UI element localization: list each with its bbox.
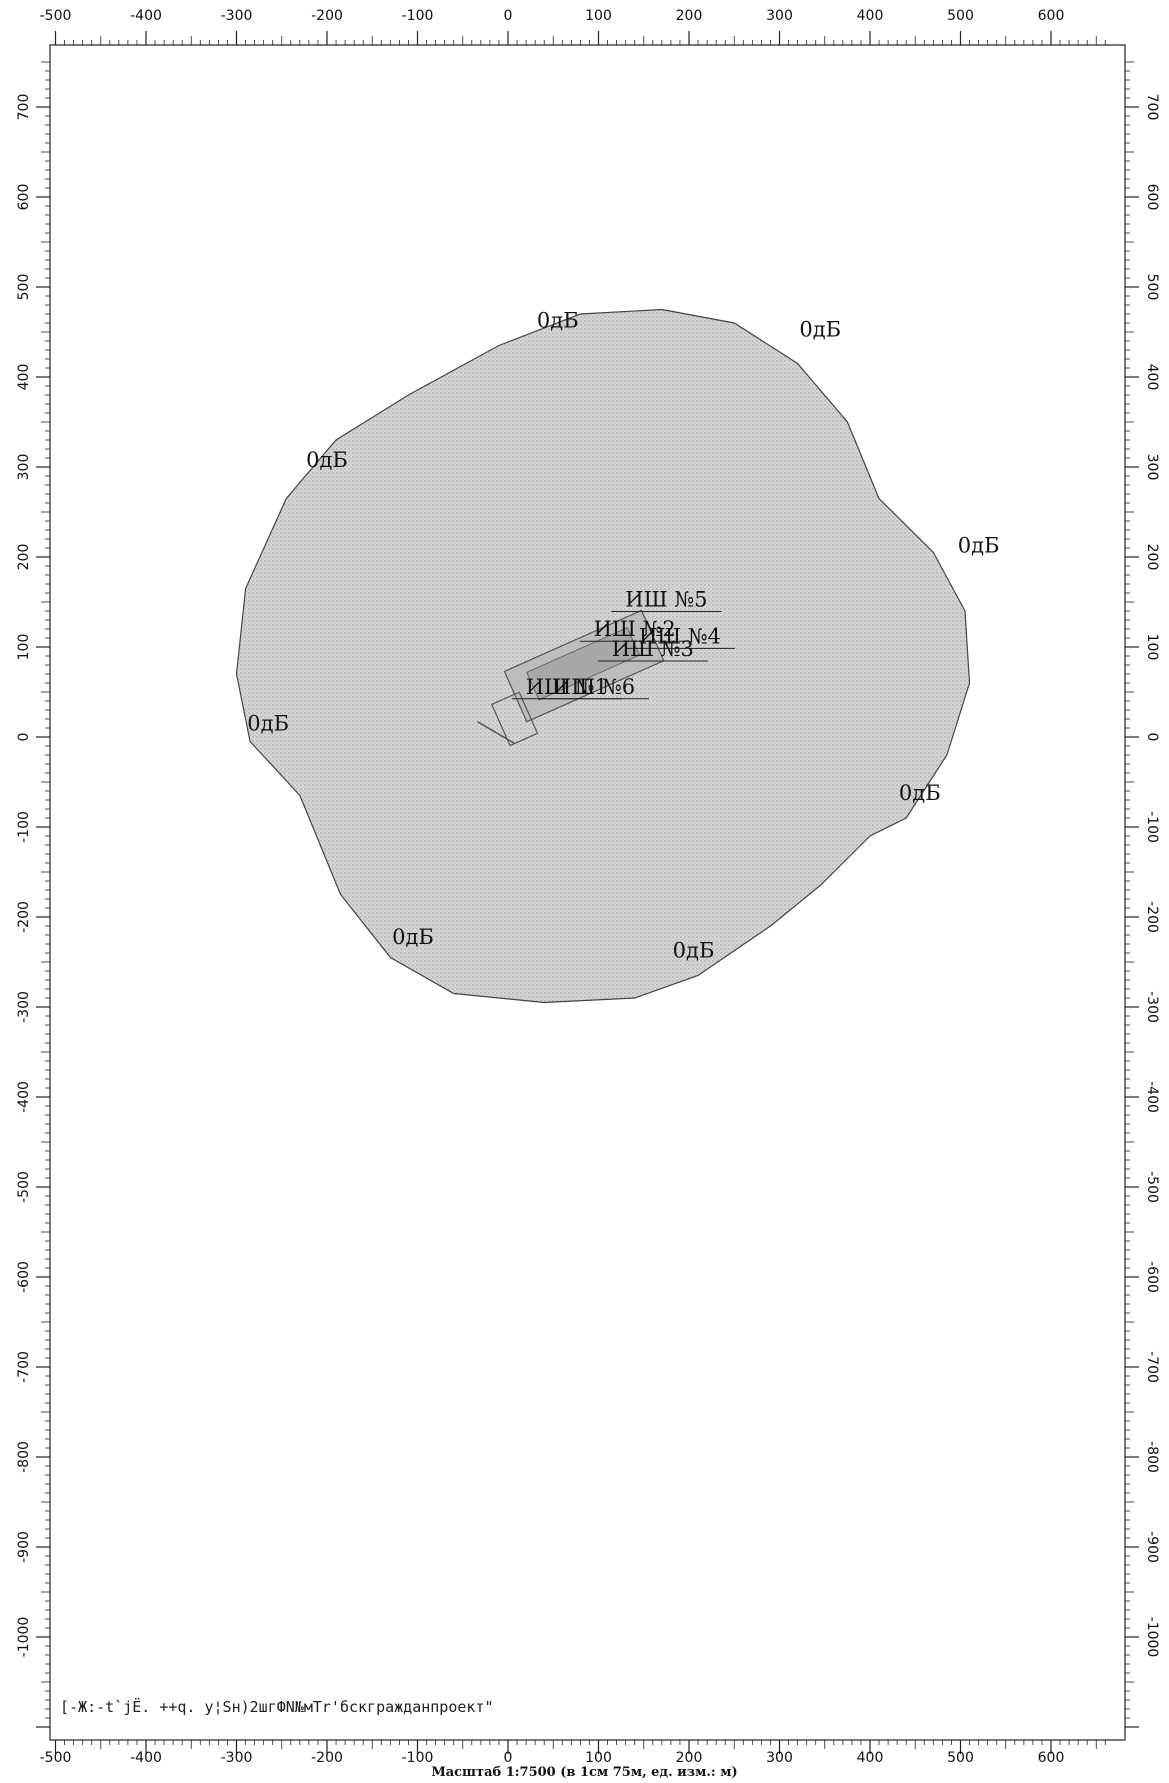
y-tick-label-right: 0 xyxy=(1144,733,1160,742)
y-tick-label-right: 500 xyxy=(1144,274,1160,301)
contour-level-label: 0дБ xyxy=(673,939,715,963)
noise-source-label: ИШ №3 xyxy=(612,637,694,661)
noise-source-label: ИШ №5 xyxy=(625,588,707,612)
x-tick-label-bottom: 600 xyxy=(1038,1750,1065,1766)
x-tick-label-top: 300 xyxy=(766,8,793,24)
x-tick-label-top: -500 xyxy=(40,8,72,24)
x-tick-label-top: -400 xyxy=(130,8,162,24)
y-tick-label-right: -100 xyxy=(1144,811,1160,843)
contour-level-label: 0дБ xyxy=(958,534,1000,558)
y-tick-label-right: -800 xyxy=(1144,1441,1160,1473)
x-tick-label-bottom: -200 xyxy=(311,1750,343,1766)
x-tick-label-bottom: -400 xyxy=(130,1750,162,1766)
y-tick-label-right: 400 xyxy=(1144,364,1160,391)
y-tick-label-left: 500 xyxy=(16,274,32,301)
site-annex xyxy=(490,691,539,747)
x-tick-label-bottom: 200 xyxy=(676,1750,703,1766)
site-access-road xyxy=(477,721,516,745)
y-tick-label-left: -800 xyxy=(16,1441,32,1473)
y-tick-label-right: -400 xyxy=(1144,1081,1160,1113)
y-tick-label-left: 400 xyxy=(16,364,32,391)
y-tick-label-right: -600 xyxy=(1144,1261,1160,1293)
y-tick-label-left: 700 xyxy=(16,94,32,121)
x-tick-label-bottom: 100 xyxy=(585,1750,612,1766)
x-tick-label-top: -200 xyxy=(311,8,343,24)
x-tick-label-bottom: 0 xyxy=(504,1750,513,1766)
x-tick-label-top: 200 xyxy=(676,8,703,24)
y-tick-label-right: 100 xyxy=(1144,634,1160,661)
y-tick-label-right: -200 xyxy=(1144,901,1160,933)
industrial-site xyxy=(477,609,665,747)
contour-level-label: 0дБ xyxy=(306,448,348,472)
y-tick-label-left: 200 xyxy=(16,544,32,571)
y-tick-label-left: 300 xyxy=(16,454,32,481)
x-tick-label-top: 600 xyxy=(1038,8,1065,24)
x-tick-label-bottom: -100 xyxy=(402,1750,434,1766)
x-tick-label-top: -300 xyxy=(221,8,253,24)
x-tick-label-top: 500 xyxy=(947,8,974,24)
y-tick-label-left: -300 xyxy=(16,991,32,1023)
x-tick-label-top: 100 xyxy=(585,8,612,24)
contour-level-label: 0дБ xyxy=(392,925,434,949)
y-tick-label-right: -900 xyxy=(1144,1531,1160,1563)
x-tick-label-bottom: -500 xyxy=(40,1750,72,1766)
noise-source-label: ИШ №4 xyxy=(639,624,721,648)
y-tick-label-right: 700 xyxy=(1144,94,1160,121)
x-tick-label-bottom: 300 xyxy=(766,1750,793,1766)
y-tick-label-left: 600 xyxy=(16,184,32,211)
y-tick-label-left: -200 xyxy=(16,901,32,933)
y-tick-label-right: -700 xyxy=(1144,1351,1160,1383)
y-tick-label-left: -400 xyxy=(16,1081,32,1113)
contour-level-label: 0дБ xyxy=(899,781,941,805)
y-tick-label-left: -1000 xyxy=(16,1617,32,1658)
y-tick-label-left: 0 xyxy=(16,733,32,742)
contour-level-label: 0дБ xyxy=(799,318,841,342)
x-tick-label-bottom: 400 xyxy=(857,1750,884,1766)
y-tick-label-left: -500 xyxy=(16,1171,32,1203)
x-tick-label-top: 400 xyxy=(857,8,884,24)
y-tick-label-right: -500 xyxy=(1144,1171,1160,1203)
y-tick-label-right: 600 xyxy=(1144,184,1160,211)
noise-source-label: ИШ №1 xyxy=(526,675,608,699)
y-tick-label-left: -100 xyxy=(16,811,32,843)
x-tick-label-top: 0 xyxy=(504,8,513,24)
y-tick-label-left: -900 xyxy=(16,1531,32,1563)
y-tick-label-left: -700 xyxy=(16,1351,32,1383)
y-tick-label-left: 100 xyxy=(16,634,32,661)
y-tick-label-right: -300 xyxy=(1144,991,1160,1023)
contour-level-label: 0дБ xyxy=(537,309,579,333)
noise-source-label: ИШ №2 xyxy=(594,617,676,641)
noise-source-label: ИШ №6 xyxy=(553,675,635,699)
map-frame xyxy=(49,44,1126,1741)
footer-stamp: [-Ж:-t`jЁ. ++q. у¦Sн)2шгФN№мТr'бскгражда… xyxy=(60,1698,494,1716)
x-tick-label-bottom: 500 xyxy=(947,1750,974,1766)
contour-level-label: 0дБ xyxy=(247,712,289,736)
y-tick-label-right: 200 xyxy=(1144,544,1160,571)
y-tick-label-left: -600 xyxy=(16,1261,32,1293)
scale-caption: Масштаб 1:7500 (в 1см 75м, ед. изм.: м) xyxy=(431,1765,738,1780)
y-tick-label-right: 300 xyxy=(1144,454,1160,481)
x-tick-label-top: -100 xyxy=(402,8,434,24)
x-tick-label-bottom: -300 xyxy=(221,1750,253,1766)
y-tick-label-right: -1000 xyxy=(1144,1617,1160,1658)
